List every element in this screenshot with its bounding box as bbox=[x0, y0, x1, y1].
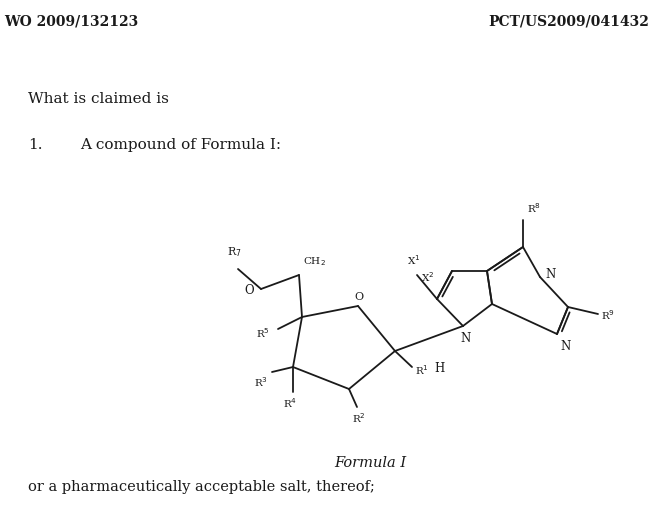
Text: R$^9$: R$^9$ bbox=[601, 308, 615, 321]
Text: Formula I: Formula I bbox=[334, 455, 406, 469]
Text: R$^2$: R$^2$ bbox=[352, 410, 366, 424]
Text: R$^4$: R$^4$ bbox=[283, 395, 297, 409]
Text: R$^8$: R$^8$ bbox=[527, 201, 541, 215]
Text: What is claimed is: What is claimed is bbox=[28, 92, 169, 106]
Text: O: O bbox=[355, 291, 364, 301]
Text: R$^5$: R$^5$ bbox=[256, 325, 270, 339]
Text: X$^1$: X$^1$ bbox=[407, 252, 421, 267]
Text: or a pharmaceutically acceptable salt, thereof;: or a pharmaceutically acceptable salt, t… bbox=[28, 479, 375, 493]
Text: H: H bbox=[434, 362, 444, 375]
Text: R$^3$: R$^3$ bbox=[254, 374, 268, 388]
Text: N: N bbox=[461, 331, 471, 344]
Text: N: N bbox=[545, 268, 555, 281]
Text: N: N bbox=[560, 339, 570, 352]
Text: WO 2009/132123: WO 2009/132123 bbox=[4, 14, 138, 28]
Text: PCT/US2009/041432: PCT/US2009/041432 bbox=[488, 14, 649, 28]
Text: R$^1$: R$^1$ bbox=[415, 363, 429, 376]
Text: CH$_2$: CH$_2$ bbox=[303, 255, 326, 268]
Text: 1.: 1. bbox=[28, 138, 42, 152]
Text: X$^2$: X$^2$ bbox=[421, 270, 434, 283]
Text: A compound of Formula I:: A compound of Formula I: bbox=[80, 138, 281, 152]
Text: R$_7$: R$_7$ bbox=[227, 245, 242, 259]
Text: O: O bbox=[244, 284, 254, 297]
